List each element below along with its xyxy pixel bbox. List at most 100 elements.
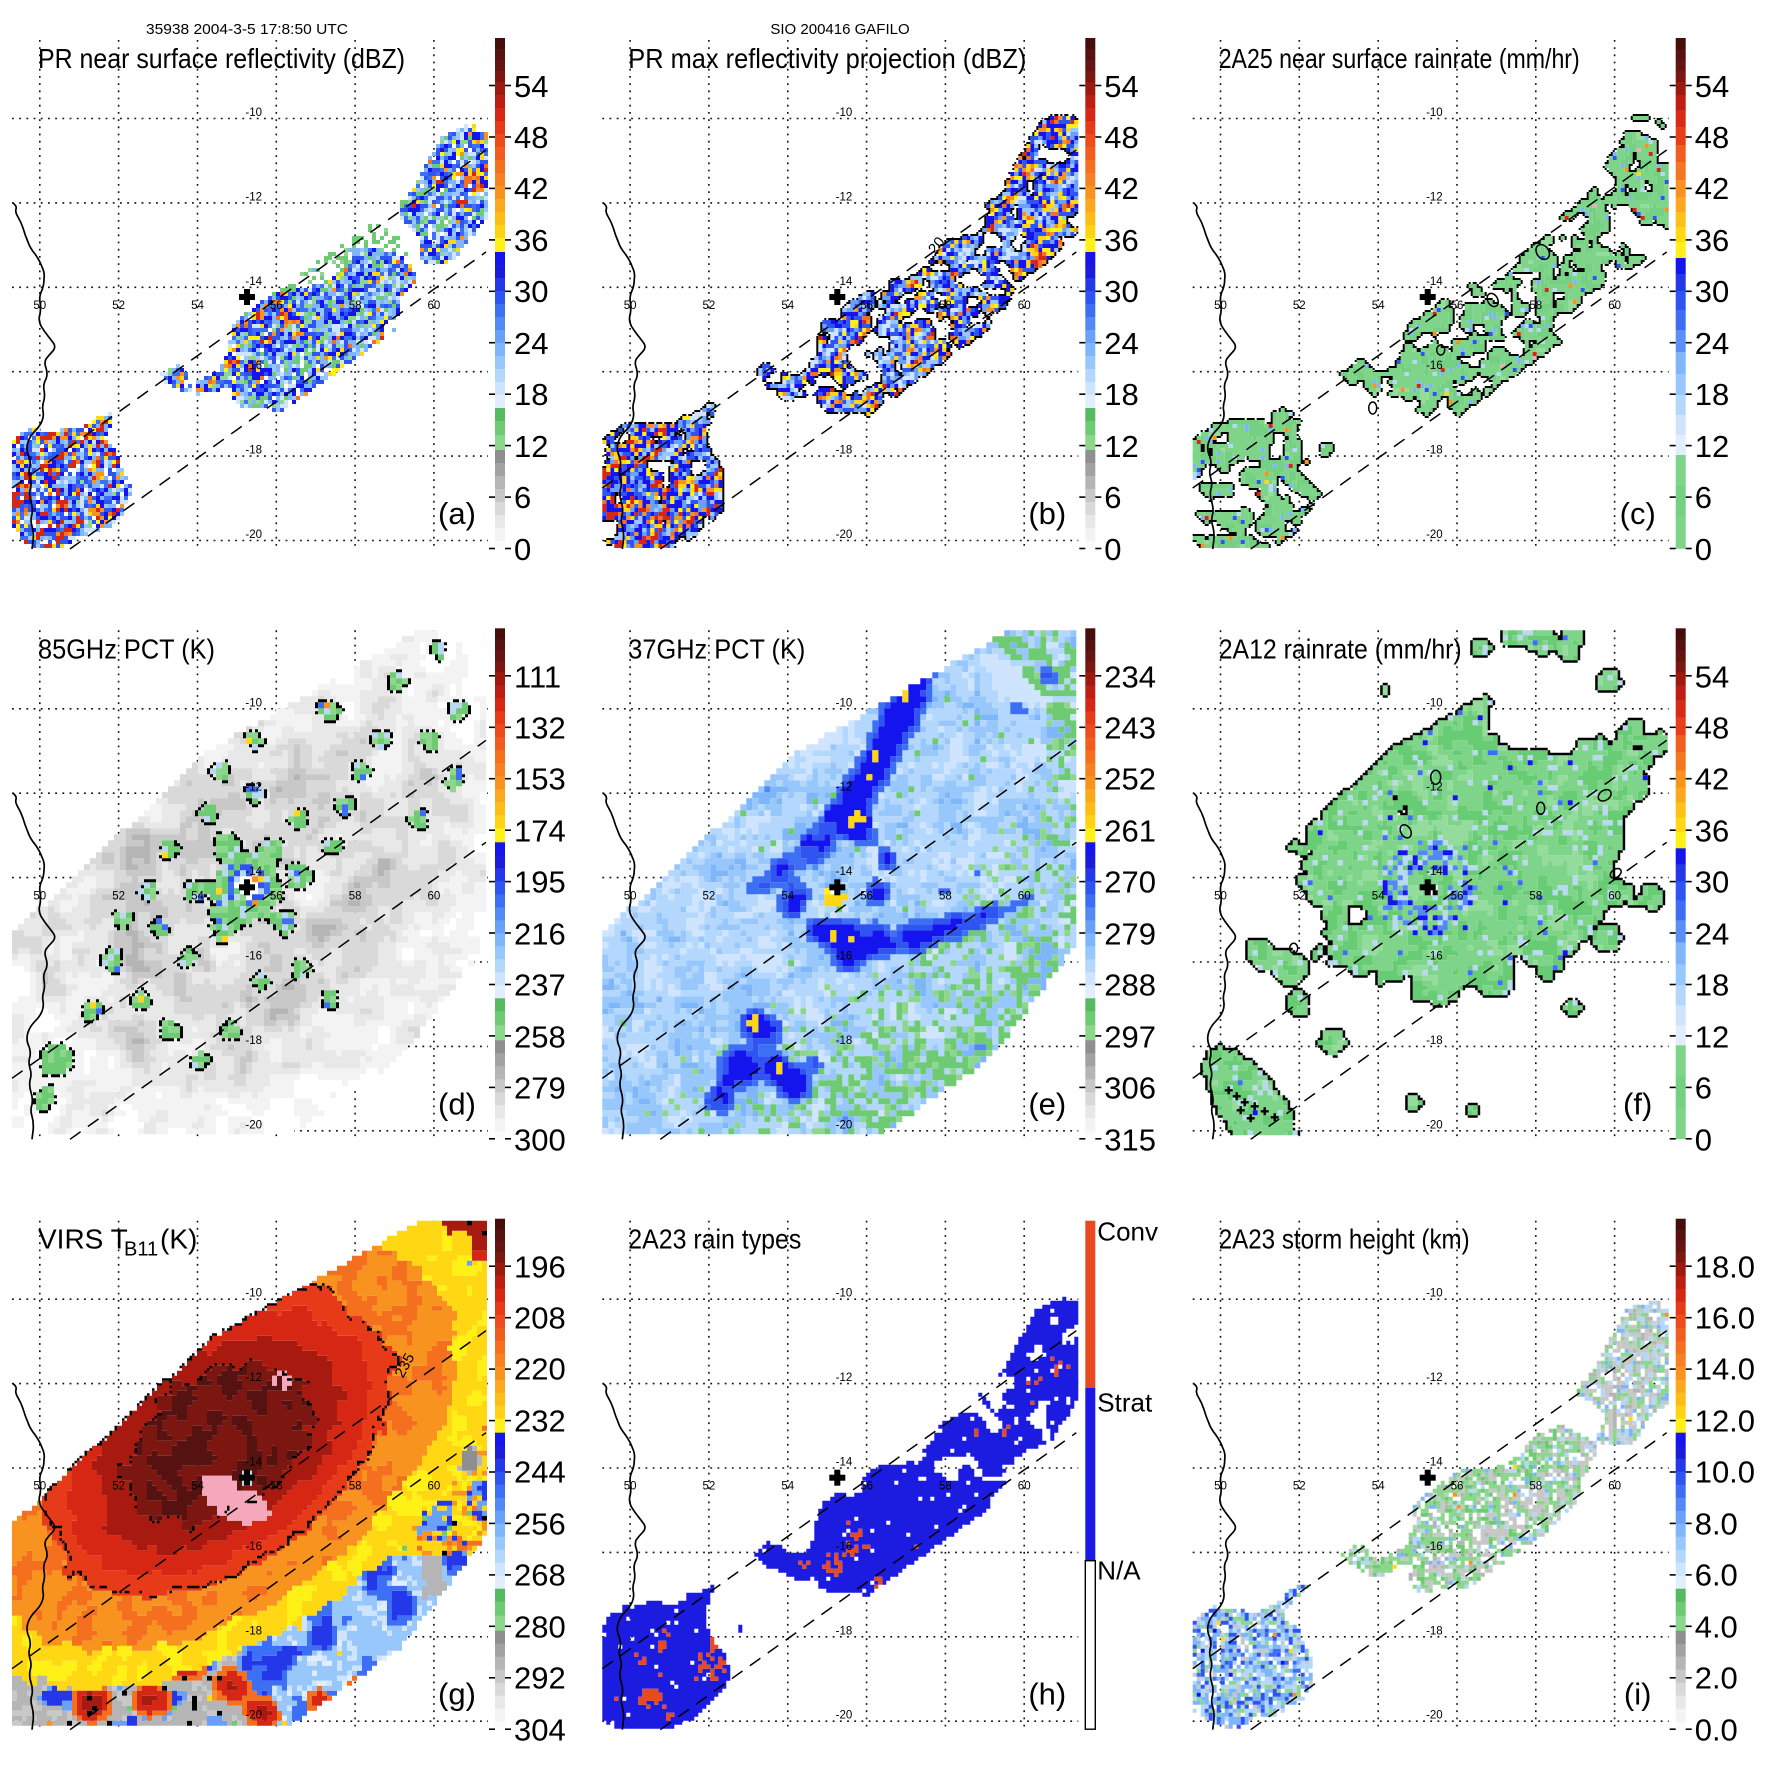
svg-text:292: 292 [514, 1661, 566, 1696]
svg-text:-18: -18 [1426, 1625, 1443, 1637]
svg-text:50: 50 [1214, 300, 1227, 312]
svg-text:12: 12 [1695, 429, 1729, 464]
svg-text:-10: -10 [1426, 107, 1443, 119]
svg-text:60: 60 [428, 1481, 441, 1493]
svg-text:6: 6 [1695, 480, 1712, 515]
svg-text:111: 111 [514, 659, 561, 694]
svg-text:18: 18 [1695, 377, 1729, 412]
svg-text:12.0: 12.0 [1695, 1404, 1755, 1439]
svg-text:VIRS T: VIRS T [38, 1224, 128, 1255]
svg-text:18: 18 [1695, 967, 1729, 1002]
svg-text:6: 6 [514, 480, 531, 515]
svg-text:30: 30 [1104, 274, 1138, 309]
svg-text:-20: -20 [1426, 529, 1443, 541]
svg-text:52: 52 [112, 1481, 125, 1493]
svg-text:(g): (g) [438, 1677, 476, 1712]
svg-text:(d): (d) [438, 1086, 476, 1121]
svg-text:-10: -10 [245, 1288, 262, 1300]
svg-text:60: 60 [1018, 300, 1031, 312]
svg-text:132: 132 [514, 710, 566, 745]
svg-text:0: 0 [514, 532, 531, 567]
svg-text:220: 220 [514, 1352, 566, 1387]
svg-text:50: 50 [1214, 1481, 1227, 1493]
svg-text:58: 58 [349, 890, 362, 902]
svg-text:297: 297 [1104, 1019, 1156, 1054]
svg-text:Strat: Strat [1097, 1388, 1153, 1418]
svg-text:36: 36 [514, 223, 548, 258]
svg-text:PR max reflectivity projection: PR max reflectivity projection (dBZ) [628, 43, 1026, 74]
svg-text:-14: -14 [245, 276, 262, 288]
svg-text:-12: -12 [245, 191, 262, 203]
svg-text:58: 58 [1529, 890, 1542, 902]
svg-text:(h): (h) [1028, 1677, 1066, 1712]
svg-text:50: 50 [624, 1481, 637, 1493]
svg-text:54: 54 [191, 1481, 204, 1493]
svg-text:306: 306 [1104, 1070, 1156, 1105]
svg-text:232: 232 [514, 1404, 566, 1439]
svg-text:54: 54 [1372, 300, 1385, 312]
svg-text:SIO 200416 GAFILO: SIO 200416 GAFILO [770, 21, 909, 38]
svg-text:56: 56 [860, 1481, 873, 1493]
svg-text:-18: -18 [836, 1625, 853, 1637]
svg-text:30: 30 [514, 274, 548, 309]
svg-text:12: 12 [514, 429, 548, 464]
svg-text:60: 60 [1608, 890, 1621, 902]
svg-text:216: 216 [514, 916, 566, 951]
svg-text:234: 234 [1104, 659, 1156, 694]
svg-text:315: 315 [1104, 1122, 1156, 1157]
svg-text:-14: -14 [1426, 1457, 1443, 1469]
svg-text:-20: -20 [245, 1119, 262, 1131]
svg-text:54: 54 [1372, 890, 1385, 902]
svg-text:35938 2004-3-5 17:8:50 UTC: 35938 2004-3-5 17:8:50 UTC [146, 21, 348, 38]
svg-text:58: 58 [939, 300, 952, 312]
svg-text:-18: -18 [1426, 445, 1443, 457]
svg-text:-10: -10 [836, 107, 853, 119]
svg-text:288: 288 [1104, 967, 1156, 1002]
svg-text:12: 12 [1104, 429, 1138, 464]
svg-text:48: 48 [1104, 120, 1138, 155]
svg-text:-12: -12 [836, 191, 853, 203]
svg-text:58: 58 [349, 1481, 362, 1493]
svg-text:-16: -16 [1426, 360, 1443, 372]
svg-text:-16: -16 [245, 1541, 262, 1553]
svg-text:-10: -10 [1426, 697, 1443, 709]
svg-text:56: 56 [270, 1481, 283, 1493]
svg-text:0: 0 [1695, 532, 1712, 567]
svg-text:16.0: 16.0 [1695, 1301, 1755, 1336]
svg-text:280: 280 [514, 1610, 566, 1645]
svg-text:-16: -16 [836, 1541, 853, 1553]
svg-text:36: 36 [1695, 813, 1729, 848]
svg-text:-16: -16 [245, 951, 262, 963]
svg-text:42: 42 [514, 171, 548, 206]
svg-text:52: 52 [1293, 890, 1306, 902]
svg-text:-16: -16 [1426, 1541, 1443, 1553]
svg-text:52: 52 [703, 300, 716, 312]
svg-text:60: 60 [1018, 1481, 1031, 1493]
svg-text:268: 268 [514, 1558, 566, 1593]
svg-text:42: 42 [1695, 761, 1729, 796]
svg-text:85GHz PCT (K): 85GHz PCT (K) [38, 633, 215, 664]
svg-text:2A23 rain types: 2A23 rain types [628, 1224, 801, 1255]
svg-text:-18: -18 [245, 1035, 262, 1047]
svg-text:50: 50 [33, 1481, 46, 1493]
svg-text:54: 54 [191, 300, 204, 312]
svg-text:2A12 rainrate (mm/hr): 2A12 rainrate (mm/hr) [1219, 633, 1462, 664]
svg-text:18: 18 [514, 377, 548, 412]
svg-text:-20: -20 [245, 1710, 262, 1722]
svg-text:12: 12 [1695, 1019, 1729, 1054]
svg-text:-18: -18 [1426, 1035, 1443, 1047]
svg-text:54: 54 [1372, 1481, 1385, 1493]
svg-text:300: 300 [514, 1122, 566, 1157]
svg-text:54: 54 [514, 69, 548, 104]
svg-text:-10: -10 [245, 697, 262, 709]
svg-text:2.0: 2.0 [1695, 1661, 1738, 1696]
svg-text:24: 24 [514, 326, 548, 361]
svg-text:-12: -12 [245, 782, 262, 794]
svg-text:0.0: 0.0 [1695, 1713, 1738, 1748]
svg-text:-16: -16 [245, 360, 262, 372]
svg-text:18: 18 [1104, 377, 1138, 412]
svg-text:(f): (f) [1623, 1086, 1652, 1121]
svg-text:-14: -14 [245, 866, 262, 878]
svg-text:56: 56 [270, 890, 283, 902]
svg-text:-10: -10 [836, 1288, 853, 1300]
